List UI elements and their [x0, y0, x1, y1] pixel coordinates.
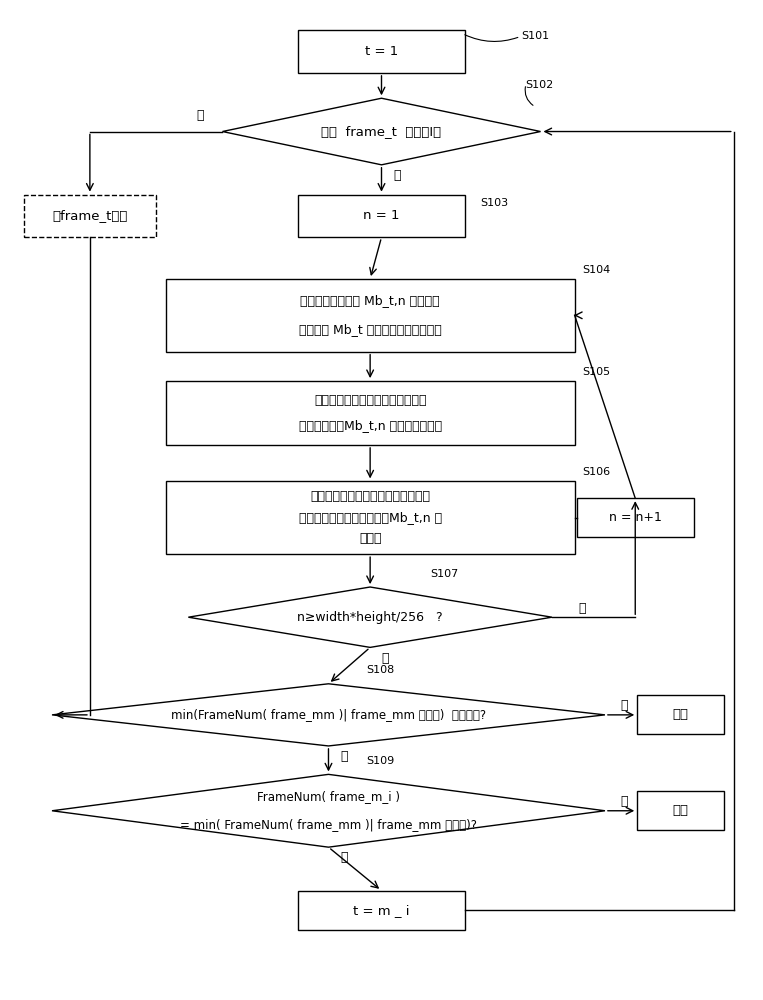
FancyBboxPatch shape: [166, 381, 575, 445]
FancyBboxPatch shape: [637, 791, 724, 830]
Polygon shape: [223, 98, 540, 165]
Text: n = n+1: n = n+1: [609, 511, 662, 524]
Text: 否: 否: [620, 699, 628, 712]
Text: t = 1: t = 1: [365, 45, 398, 58]
FancyBboxPatch shape: [577, 498, 694, 537]
Text: S108: S108: [366, 665, 394, 675]
Text: S102: S102: [526, 80, 554, 90]
Text: 量化参数，对当前编码宏块Mb_t,n 进: 量化参数，对当前编码宏块Mb_t,n 进: [298, 511, 442, 524]
Text: = min( FrameNum( frame_mm )| frame_mm 未编码)?: = min( FrameNum( frame_mm )| frame_mm 未编…: [180, 818, 477, 831]
Text: FrameNum( frame_m_i ): FrameNum( frame_m_i ): [257, 790, 400, 803]
Text: 根据当前编码宏块的编码模式及修正: 根据当前编码宏块的编码模式及修正: [310, 490, 430, 503]
Text: 式，计算 Mb_t 的运动强度及模糊强度: 式，计算 Mb_t 的运动强度及模糊强度: [299, 323, 442, 336]
FancyBboxPatch shape: [298, 891, 465, 930]
Text: 否: 否: [578, 602, 586, 615]
Text: 根据不同的编码结构及不同的帧类: 根据不同的编码结构及不同的帧类: [314, 394, 427, 407]
Text: 判断  frame_t  是否为I帧: 判断 frame_t 是否为I帧: [321, 125, 442, 138]
Text: 否: 否: [620, 795, 628, 808]
Text: 别，计算宏块Mb_t,n 的修正量化参数: 别，计算宏块Mb_t,n 的修正量化参数: [298, 419, 442, 432]
Text: 结束: 结束: [673, 804, 689, 817]
Text: S104: S104: [582, 265, 610, 275]
Text: 对frame_t编码: 对frame_t编码: [52, 209, 127, 222]
Text: 结束: 结束: [673, 708, 689, 721]
Polygon shape: [52, 684, 605, 746]
FancyBboxPatch shape: [298, 30, 465, 73]
Text: 是: 是: [340, 851, 347, 864]
FancyBboxPatch shape: [637, 695, 724, 734]
Text: 行编码: 行编码: [359, 532, 382, 545]
Text: S109: S109: [366, 756, 394, 766]
FancyBboxPatch shape: [166, 279, 575, 352]
Text: 否: 否: [393, 169, 401, 182]
Text: S107: S107: [431, 569, 459, 579]
Text: 选择当前编码宏块 Mb_t,n 的编码模: 选择当前编码宏块 Mb_t,n 的编码模: [301, 294, 440, 307]
FancyBboxPatch shape: [166, 481, 575, 554]
Text: 是: 是: [340, 750, 347, 763]
Text: n = 1: n = 1: [363, 209, 400, 222]
FancyBboxPatch shape: [298, 195, 465, 237]
Polygon shape: [52, 774, 605, 847]
Polygon shape: [188, 587, 552, 647]
Text: n≥width*height/256   ?: n≥width*height/256 ?: [298, 611, 443, 624]
Text: 是: 是: [196, 109, 204, 122]
Text: S103: S103: [480, 198, 508, 208]
Text: S105: S105: [582, 367, 610, 377]
Text: S101: S101: [522, 31, 550, 41]
Text: 是: 是: [382, 652, 389, 665]
FancyBboxPatch shape: [24, 195, 156, 237]
Text: t = m _ i: t = m _ i: [353, 904, 410, 917]
Text: min(FrameNum( frame_mm )| frame_mm 未编码)  是否存在?: min(FrameNum( frame_mm )| frame_mm 未编码) …: [171, 708, 486, 721]
Text: S106: S106: [582, 467, 610, 477]
